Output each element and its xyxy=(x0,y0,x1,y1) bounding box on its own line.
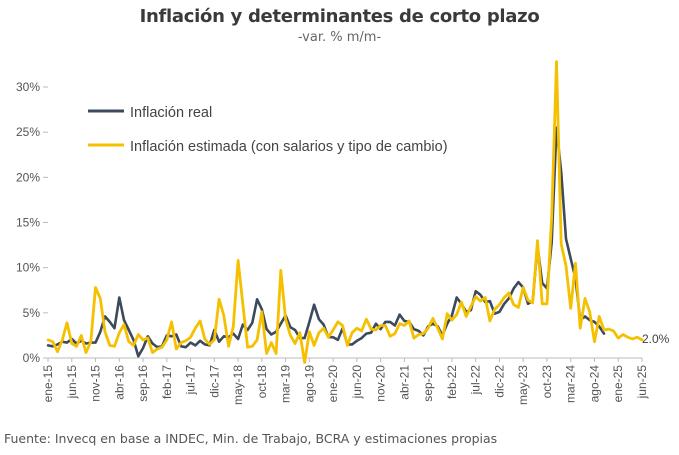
legend: Inflación real Inflación estimada (con s… xyxy=(88,105,448,155)
source-note: Fuente: Invecq en base a INDEC, Min. de … xyxy=(4,431,498,446)
legend-label-estimada: Inflación estimada (con salarios y tipo … xyxy=(130,139,448,155)
x-tick-label: mar-19 xyxy=(279,365,293,403)
x-tick-label: abr-21 xyxy=(397,365,411,400)
x-tick-label: dic-22 xyxy=(492,365,506,398)
x-tick-label: may-23 xyxy=(516,365,530,405)
x-tick-label: dic-17 xyxy=(207,365,221,398)
x-tick-label: oct-18 xyxy=(255,365,269,399)
x-tick-label: mar-24 xyxy=(564,365,578,403)
x-axis: ene-15 jun-15 nov-15 abr-16 sep-16 feb-17 jul-… xyxy=(41,357,649,405)
x-tick-label: feb-22 xyxy=(445,365,459,399)
chart-title: Inflación y determinantes de corto plazo xyxy=(139,6,540,27)
x-tick-label: jul-17 xyxy=(184,365,198,396)
y-tick-label: 0% xyxy=(23,351,41,365)
y-tick-label: 15% xyxy=(16,216,40,230)
legend-label-real: Inflación real xyxy=(130,105,212,121)
series-lines xyxy=(46,60,644,364)
y-tick-label: 10% xyxy=(16,261,40,275)
x-tick-label: ene-15 xyxy=(41,365,55,403)
x-tick-label: nov-20 xyxy=(374,365,388,402)
x-tick-label: jul-22 xyxy=(469,365,483,396)
x-tick-label: abr-16 xyxy=(112,365,126,400)
x-tick-label: feb-17 xyxy=(160,365,174,399)
last-value-annotation: 2.0% xyxy=(642,332,670,346)
y-tick-label: 5% xyxy=(23,306,41,320)
x-tick-label: jun-15 xyxy=(65,365,79,400)
y-tick-label: 20% xyxy=(16,170,40,184)
x-tick-label: ago-24 xyxy=(587,365,601,403)
x-tick-label: sep-21 xyxy=(421,365,435,402)
x-tick-label: oct-23 xyxy=(540,365,554,399)
series-line-inflacion-estimada xyxy=(46,60,644,364)
x-tick-label: nov-15 xyxy=(89,365,103,402)
x-tick-label: ene-20 xyxy=(326,365,340,403)
x-tick-label: ene-25 xyxy=(611,365,625,403)
series-line-inflacion-real xyxy=(46,126,606,358)
x-tick-label: ago-19 xyxy=(302,365,316,403)
y-tick-label: 30% xyxy=(16,80,40,94)
x-tick-label: jun-25 xyxy=(635,365,649,400)
x-tick-label: sep-16 xyxy=(136,365,150,402)
chart-subtitle: -var. % m/m- xyxy=(297,30,382,45)
x-tick-label: jun-20 xyxy=(350,365,364,400)
y-axis: 0% 5% 10% 15% 20% 25% 30% xyxy=(16,80,48,365)
y-tick-label: 25% xyxy=(16,125,40,139)
x-tick-label: may-18 xyxy=(231,365,245,405)
